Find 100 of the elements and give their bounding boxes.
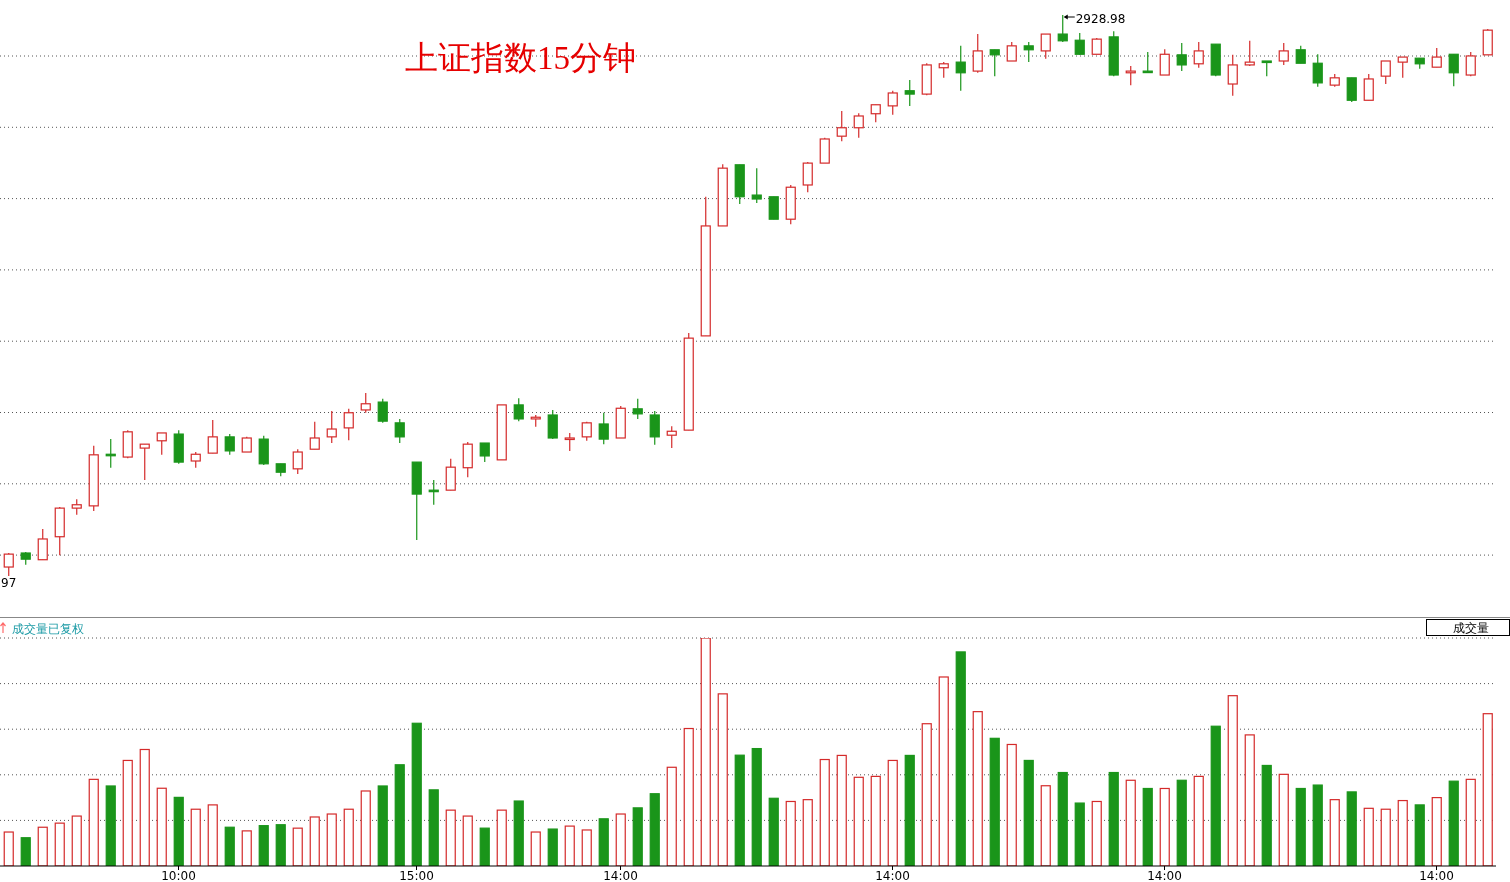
bar bbox=[666, 766, 677, 866]
bar bbox=[139, 748, 150, 866]
bar bbox=[394, 764, 405, 866]
bar bbox=[1431, 797, 1442, 866]
bar bbox=[700, 638, 711, 866]
candlestick bbox=[989, 49, 1000, 77]
bar bbox=[224, 826, 235, 866]
candlestick bbox=[598, 412, 609, 445]
bar bbox=[343, 808, 354, 866]
candlestick bbox=[360, 392, 371, 414]
bar bbox=[1159, 787, 1170, 866]
bar bbox=[581, 829, 592, 866]
candlestick bbox=[972, 33, 983, 74]
bar bbox=[734, 754, 745, 866]
bar bbox=[615, 813, 626, 866]
bar bbox=[547, 828, 558, 866]
bar bbox=[1108, 771, 1119, 866]
bar bbox=[190, 808, 201, 866]
bar bbox=[853, 776, 864, 866]
candlestick bbox=[1397, 56, 1408, 79]
bar bbox=[1244, 734, 1255, 866]
candlestick bbox=[632, 398, 643, 420]
bar bbox=[258, 825, 269, 866]
bar bbox=[1397, 799, 1408, 866]
bar bbox=[241, 830, 252, 866]
candlestick bbox=[751, 167, 762, 204]
candlestick bbox=[1125, 65, 1136, 86]
candlestick bbox=[343, 408, 354, 441]
candlestick bbox=[1244, 40, 1255, 67]
bar bbox=[768, 797, 779, 866]
bar bbox=[1346, 791, 1357, 866]
bar bbox=[20, 837, 31, 866]
bar bbox=[870, 775, 881, 866]
candlestick bbox=[1006, 41, 1017, 62]
bar bbox=[1040, 785, 1051, 866]
bar bbox=[632, 807, 643, 866]
candlestick bbox=[309, 421, 320, 450]
candlestick bbox=[1040, 33, 1051, 60]
bar bbox=[1414, 804, 1425, 866]
candlestick bbox=[207, 419, 218, 454]
candlestick bbox=[3, 552, 14, 577]
bar bbox=[683, 727, 694, 866]
bar bbox=[564, 825, 575, 866]
bar bbox=[649, 793, 660, 866]
candlestick bbox=[224, 433, 235, 456]
bar bbox=[1074, 802, 1085, 866]
bar bbox=[173, 796, 184, 866]
candlestick bbox=[1312, 53, 1323, 88]
bar bbox=[1057, 771, 1068, 866]
bar bbox=[1227, 695, 1238, 866]
candlestick bbox=[1074, 32, 1085, 56]
bar bbox=[462, 815, 473, 866]
candlestick bbox=[666, 425, 677, 449]
bar bbox=[989, 737, 1000, 866]
bar bbox=[1006, 743, 1017, 866]
bar bbox=[309, 816, 320, 866]
candlestick bbox=[1057, 14, 1068, 43]
bar bbox=[802, 799, 813, 866]
bar bbox=[955, 651, 966, 866]
bar bbox=[275, 824, 286, 866]
bar bbox=[819, 758, 830, 866]
bar bbox=[292, 827, 303, 866]
x-tick-label: 14:00 bbox=[875, 868, 910, 882]
bar bbox=[360, 790, 371, 866]
candlestick bbox=[1227, 54, 1238, 97]
bar bbox=[1261, 764, 1272, 866]
bar bbox=[1176, 779, 1187, 866]
bar bbox=[921, 723, 932, 866]
bar bbox=[1091, 800, 1102, 866]
annotation: 2928.98 bbox=[1075, 12, 1126, 26]
bar bbox=[1465, 778, 1476, 866]
bar bbox=[156, 787, 167, 866]
candlestick bbox=[887, 90, 898, 116]
bar bbox=[1380, 808, 1391, 866]
bar bbox=[207, 804, 218, 866]
bar bbox=[836, 754, 847, 866]
x-tick-label: 14:00 bbox=[603, 868, 638, 882]
candlestick bbox=[1023, 41, 1034, 63]
candlestick bbox=[904, 79, 915, 107]
bar bbox=[496, 809, 507, 866]
candlestick bbox=[394, 418, 405, 444]
bar bbox=[105, 785, 116, 866]
bar bbox=[3, 831, 14, 866]
candlestick bbox=[1193, 41, 1204, 69]
x-tick-label: 10:00 bbox=[161, 868, 196, 882]
candlestick bbox=[1431, 47, 1442, 68]
bar bbox=[71, 815, 82, 866]
candlestick bbox=[292, 448, 303, 475]
candlestick bbox=[1380, 60, 1391, 85]
bar bbox=[479, 827, 490, 866]
bar bbox=[972, 711, 983, 866]
bar bbox=[1448, 780, 1459, 866]
bar bbox=[122, 759, 133, 866]
bar bbox=[445, 809, 456, 866]
bar bbox=[1295, 787, 1306, 866]
bar bbox=[938, 676, 949, 866]
chart-title: 成交量已复权 bbox=[12, 621, 84, 638]
bar bbox=[1312, 784, 1323, 866]
bar bbox=[513, 800, 524, 866]
candlestick bbox=[1465, 51, 1476, 77]
